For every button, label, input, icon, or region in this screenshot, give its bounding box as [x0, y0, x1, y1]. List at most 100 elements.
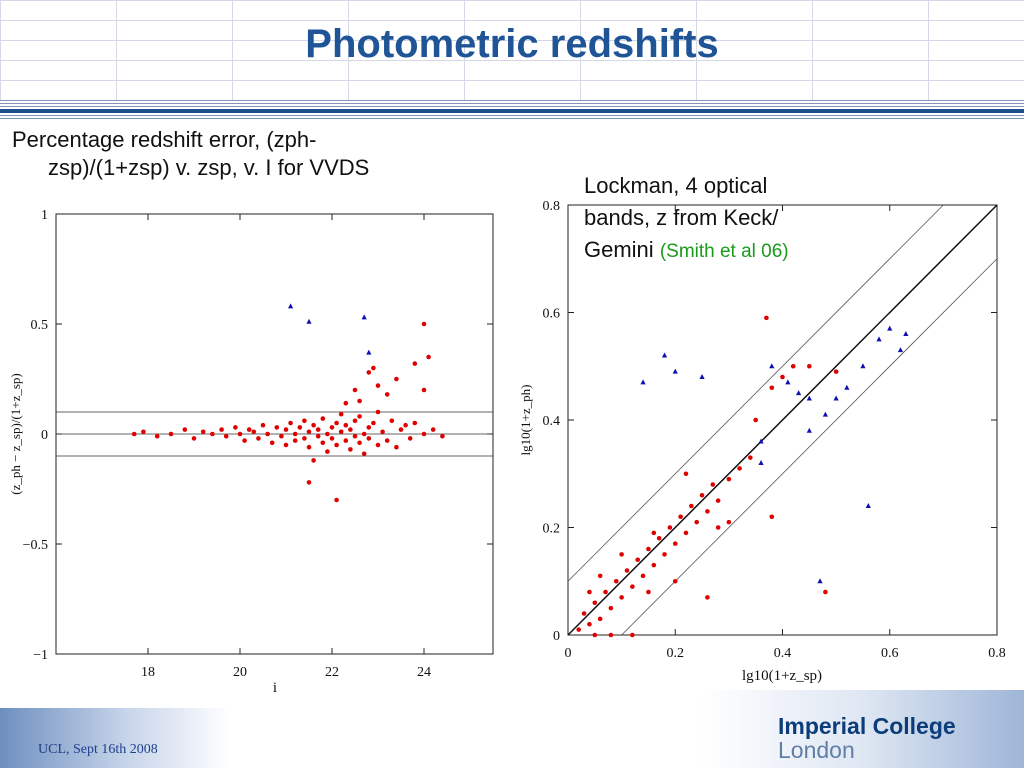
data-point-circle: [154, 433, 160, 439]
data-point-circle: [279, 433, 284, 439]
data-point-circle: [592, 632, 598, 638]
data-point-triangle: [822, 411, 828, 417]
data-point-circle: [366, 436, 372, 441]
offset-line: [567, 204, 944, 582]
data-point-triangle: [699, 374, 705, 379]
data-point-circle: [338, 429, 344, 435]
data-point-triangle: [640, 379, 646, 385]
data-point-triangle: [769, 363, 775, 369]
data-point-circle: [223, 433, 229, 439]
data-point-circle: [269, 440, 275, 446]
data-point-circle: [694, 519, 699, 525]
left-caption: Percentage redshift error, (zph- zsp)/(1…: [12, 126, 482, 182]
data-point-circle: [302, 436, 307, 441]
data-point-circle: [352, 418, 358, 424]
y-tick-label: 0.5: [31, 318, 49, 333]
right-caption-line-2: bands, z from Keck/: [584, 205, 779, 230]
data-point-circle: [651, 530, 657, 536]
data-point-circle: [426, 354, 431, 360]
data-point-circle: [348, 427, 353, 432]
data-point-circle: [343, 438, 349, 443]
data-point-circle: [587, 621, 592, 627]
footer-gradient-right: [700, 690, 1024, 768]
data-point-circle: [283, 427, 289, 432]
data-point-circle: [592, 600, 598, 606]
data-point-circle: [246, 427, 252, 432]
data-point-circle: [315, 433, 321, 439]
data-point-circle: [200, 429, 206, 435]
data-point-circle: [421, 321, 427, 327]
data-point-circle: [306, 480, 312, 485]
data-point-circle: [823, 589, 828, 595]
y-tick-label: 0.4: [543, 414, 561, 429]
data-point-circle: [630, 632, 635, 638]
data-point-triangle: [817, 578, 823, 584]
data-point-circle: [233, 425, 238, 430]
data-point-circle: [311, 458, 316, 463]
right-caption-line-3: Gemini: [584, 237, 654, 262]
data-point-circle: [613, 578, 619, 584]
data-point-circle: [311, 422, 316, 428]
y-axis-label: (z_ph − z_sp)/(1+z_sp): [8, 373, 23, 495]
data-point-circle: [329, 436, 335, 441]
data-point-circle: [715, 498, 721, 503]
data-point-circle: [753, 417, 758, 423]
x-tick-label: 0.4: [774, 646, 792, 661]
data-point-circle: [334, 497, 339, 503]
data-point-circle: [780, 374, 785, 380]
header-grid-background: [0, 0, 1024, 100]
data-point-circle: [403, 422, 408, 428]
data-point-circle: [329, 425, 335, 430]
x-tick-label: 0.2: [667, 646, 685, 661]
data-point-circle: [667, 525, 673, 530]
data-point-circle: [651, 562, 657, 568]
x-axis-label: lg10(1+z_sp): [742, 668, 822, 684]
data-point-circle: [260, 422, 266, 428]
data-point-circle: [769, 514, 775, 520]
data-point-circle: [375, 442, 381, 448]
x-tick-label: 0.6: [881, 646, 899, 661]
data-point-circle: [764, 315, 769, 321]
data-point-circle: [603, 589, 608, 595]
data-point-circle: [357, 398, 362, 404]
data-point-circle: [608, 632, 614, 638]
one-to-one-line: [567, 204, 998, 636]
data-point-circle: [635, 557, 641, 563]
x-tick-label: 0.8: [988, 646, 1006, 661]
data-point-triangle: [865, 503, 871, 508]
data-point-circle: [710, 482, 716, 487]
data-point-circle: [646, 546, 651, 552]
y-tick-label: 0: [41, 428, 48, 443]
data-point-circle: [421, 387, 427, 393]
x-tick-label: 22: [325, 665, 339, 680]
data-point-circle: [407, 436, 413, 441]
data-point-circle: [256, 436, 261, 441]
data-point-triangle: [361, 314, 367, 320]
data-point-circle: [833, 369, 839, 374]
data-point-circle: [389, 418, 395, 424]
data-point-triangle: [833, 395, 839, 401]
data-point-triangle: [903, 331, 909, 336]
data-point-circle: [283, 442, 289, 448]
data-point-circle: [630, 584, 635, 589]
data-point-circle: [619, 552, 624, 557]
data-point-circle: [375, 383, 381, 388]
header-rule: [0, 100, 1024, 120]
data-point-circle: [274, 425, 280, 430]
y-tick-label: −0.5: [23, 538, 48, 553]
y-tick-label: 0.8: [543, 199, 561, 214]
data-point-circle: [737, 466, 742, 471]
data-point-circle: [619, 595, 624, 600]
left-caption-line-1: Percentage redshift error, (zph-: [12, 127, 317, 152]
data-point-circle: [398, 427, 404, 432]
data-point-circle: [683, 471, 689, 477]
data-point-circle: [343, 400, 349, 406]
data-point-circle: [421, 431, 427, 437]
data-point-circle: [361, 431, 367, 437]
data-point-circle: [237, 431, 243, 437]
data-point-circle: [705, 509, 710, 514]
data-point-circle: [683, 530, 689, 536]
data-point-circle: [288, 420, 293, 426]
